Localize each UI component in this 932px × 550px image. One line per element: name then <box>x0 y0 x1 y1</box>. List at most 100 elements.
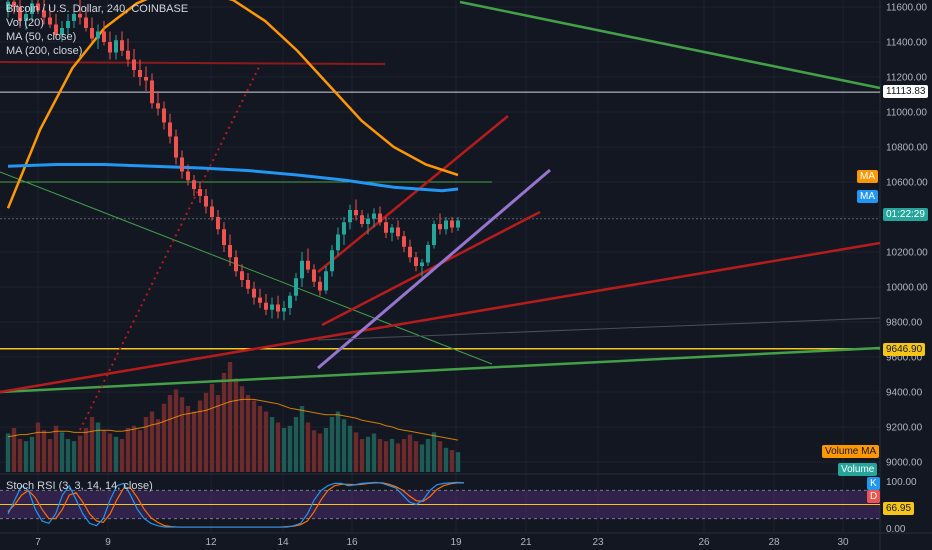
candle-body <box>60 28 64 35</box>
volume-bar <box>389 439 395 472</box>
volume-bar <box>17 439 23 472</box>
y-tick-label: 9600.00 <box>886 353 923 364</box>
volume-bar <box>239 386 245 472</box>
volume-bar <box>317 433 323 472</box>
candle-body <box>18 7 22 21</box>
volume-bar <box>455 452 461 472</box>
volume-bar <box>119 439 125 472</box>
volume-bar <box>113 436 119 472</box>
volume-bar <box>167 395 173 472</box>
trend-line-green-bottom <box>0 346 881 394</box>
candle-body <box>222 229 226 245</box>
ma200-badge: MA <box>857 190 878 203</box>
candle-body <box>138 70 142 77</box>
candle-body <box>270 304 274 310</box>
volume-ma-badge: Volume MA <box>822 445 880 458</box>
volume-bar <box>311 430 317 472</box>
candle-body <box>42 10 46 18</box>
volume-bar <box>377 439 383 472</box>
candle-body <box>12 1 16 7</box>
candle-body <box>348 210 352 223</box>
trend-line-red-long <box>0 241 881 394</box>
y-tick-label: 9200.00 <box>886 423 923 434</box>
y-tick-label: 10000.00 <box>886 283 928 294</box>
candle-body <box>414 257 418 266</box>
volume-bar <box>221 373 227 472</box>
volume-bar <box>5 433 11 472</box>
candle-body <box>198 189 202 196</box>
x-tick-label: 16 <box>346 537 358 548</box>
volume-bar <box>401 439 407 472</box>
y-tick-label: 11600.00 <box>886 3 927 14</box>
volume-bar <box>395 443 401 472</box>
volume-bar <box>143 417 149 472</box>
volume-bar <box>23 441 29 472</box>
candle-body <box>228 245 232 258</box>
volume-bar <box>281 428 287 472</box>
volume-bar <box>293 417 299 472</box>
volume-bar <box>341 419 347 472</box>
stoch-k-line <box>7 481 465 528</box>
candle-body <box>450 220 454 228</box>
stoch-tick-label: 100.00 <box>886 477 917 488</box>
candle-body <box>330 250 334 272</box>
volume-bar <box>365 436 371 472</box>
candle-body <box>120 40 124 51</box>
volume-bar <box>191 411 197 472</box>
volume-bar <box>161 403 167 472</box>
volume-bar <box>77 435 83 472</box>
volume-bar <box>29 436 35 472</box>
candle-body <box>204 196 208 207</box>
candle-body <box>240 271 244 280</box>
stoch-k-badge: K <box>867 477 880 490</box>
trend-line-red-horizontal <box>0 61 386 65</box>
legend-ma200[interactable]: MA (200, close) <box>6 45 83 57</box>
candle-body <box>426 245 430 263</box>
candle-body <box>396 227 400 237</box>
trend-line-red-channel-bottom <box>321 210 541 327</box>
legend-symbol[interactable]: Bitcoin / U.S. Dollar, 240, COINBASE <box>6 3 189 15</box>
volume-bar <box>95 422 101 472</box>
x-tick-label: 26 <box>698 537 710 548</box>
volume-bar <box>41 430 47 472</box>
candle-body <box>102 31 106 42</box>
volume-bar <box>89 417 95 472</box>
candle-body <box>54 24 58 35</box>
candle-body <box>24 14 28 21</box>
candle-body <box>264 302 268 310</box>
ma200-line <box>7 163 459 193</box>
candle-body <box>114 40 118 53</box>
volume-bar <box>137 430 143 472</box>
volume-bar <box>437 441 443 472</box>
x-tick-label: 30 <box>837 537 849 548</box>
candle-body <box>90 28 94 39</box>
stoch-rsi-legend[interactable]: Stoch RSI (3, 3, 14, 14, close) <box>6 480 153 492</box>
volume-bar <box>179 397 185 472</box>
volume-bar <box>59 432 65 472</box>
candle-body <box>456 220 460 228</box>
candle-body <box>168 122 172 137</box>
candle-body <box>216 217 220 230</box>
y-tick-label: 9800.00 <box>886 318 923 329</box>
trend-line-red-dotted <box>79 64 261 431</box>
ma50-badge: MA <box>857 170 878 183</box>
candle-body <box>144 77 148 81</box>
candle-body <box>354 210 358 216</box>
volume-bar <box>269 417 275 472</box>
volume-bar <box>287 425 293 472</box>
candle-body <box>366 218 370 224</box>
candle-body <box>174 136 178 158</box>
volume-bar <box>245 395 251 472</box>
legend-ma50[interactable]: MA (50, close) <box>6 31 77 43</box>
candle-body <box>324 271 328 291</box>
x-tick-label: 19 <box>450 537 462 548</box>
legend-vol[interactable]: Vol (20) <box>6 17 44 29</box>
volume-bar <box>275 422 281 472</box>
volume-bar <box>359 439 365 472</box>
volume-bar <box>215 395 221 472</box>
candle-body <box>276 304 280 312</box>
x-tick-label: 12 <box>205 537 217 548</box>
volume-bar <box>371 433 377 472</box>
y-tick-label: 10200.00 <box>886 248 928 259</box>
